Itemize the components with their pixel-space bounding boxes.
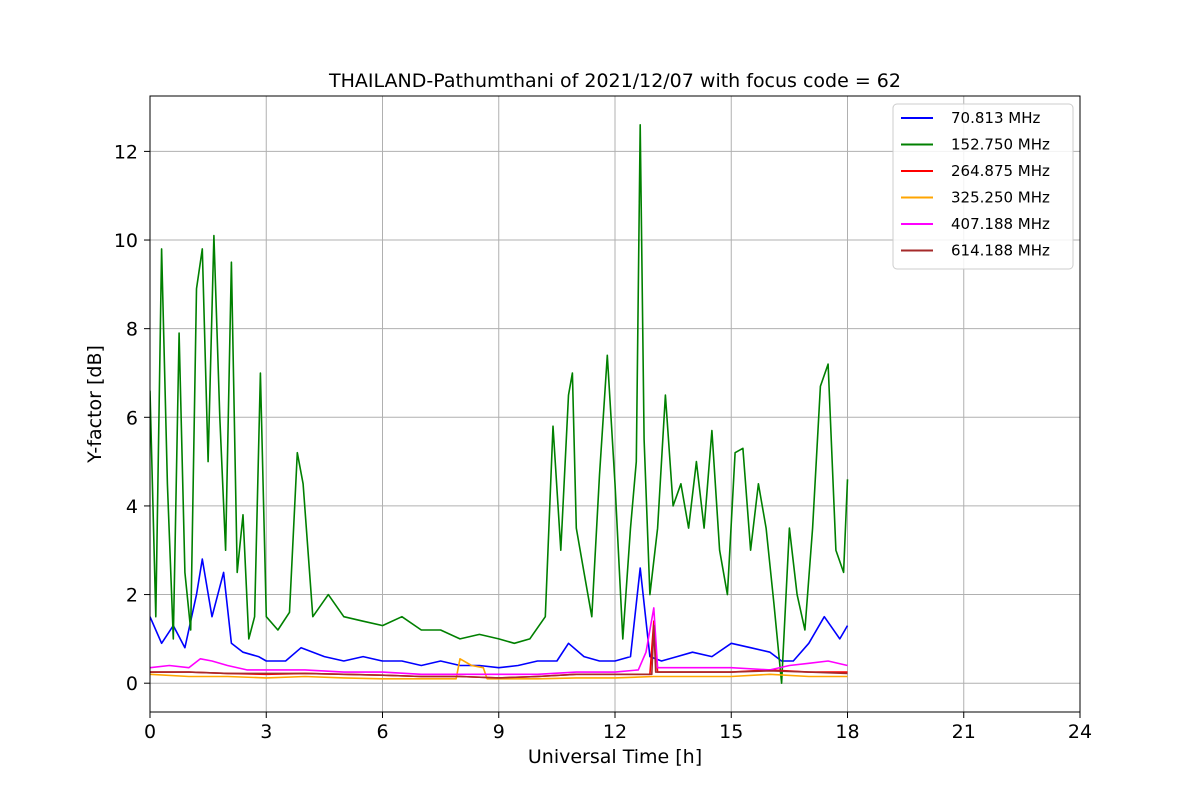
x-tick-label-6: 18: [835, 721, 859, 743]
series-line-4: [150, 607, 848, 676]
series-lines: [150, 124, 849, 685]
series-line-1: [150, 124, 849, 685]
y-axis-label: Y-factor [dB]: [84, 345, 106, 464]
y-axis-ticks: 0 2 4 6 8 10 12: [114, 141, 150, 695]
legend-label-0: 70.813 MHz: [951, 109, 1040, 127]
x-tick-label-8: 24: [1068, 721, 1092, 743]
x-tick-label-5: 15: [719, 721, 743, 743]
x-axis-ticks: 0 3 6 9 12 15 18 21 24: [144, 712, 1092, 743]
x-tick-label-0: 0: [144, 721, 156, 743]
y-tick-label-4: 8: [126, 319, 138, 341]
x-tick-label-3: 9: [493, 721, 505, 743]
legend-label-4: 407.188 MHz: [951, 215, 1050, 233]
x-tick-label-2: 6: [376, 721, 388, 743]
y-tick-label-2: 4: [126, 496, 138, 518]
x-tick-label-7: 21: [952, 721, 976, 743]
legend-label-1: 152.750 MHz: [951, 136, 1050, 154]
y-tick-label-0: 0: [126, 673, 138, 695]
chart-title: THAILAND-Pathumthani of 2021/12/07 with …: [328, 70, 901, 92]
series-line-3: [150, 657, 848, 680]
legend-label-3: 325.250 MHz: [951, 189, 1050, 207]
legend: 70.813 MHz 152.750 MHz 264.875 MHz 325.250 …: [892, 103, 1074, 270]
y-tick-label-1: 2: [126, 585, 138, 607]
legend-label-2: 264.875 MHz: [951, 162, 1050, 180]
series-line-5: [150, 624, 848, 679]
legend-label-5: 614.188 MHz: [951, 242, 1050, 260]
x-tick-label-1: 3: [260, 721, 272, 743]
series-line-0: [150, 558, 849, 669]
x-tick-label-4: 12: [603, 721, 627, 743]
legend-box: [892, 103, 1074, 270]
y-tick-label-6: 12: [114, 141, 138, 163]
y-tick-label-3: 6: [126, 407, 138, 429]
x-axis-label: Universal Time [h]: [528, 746, 702, 768]
y-tick-label-5: 10: [114, 230, 138, 252]
